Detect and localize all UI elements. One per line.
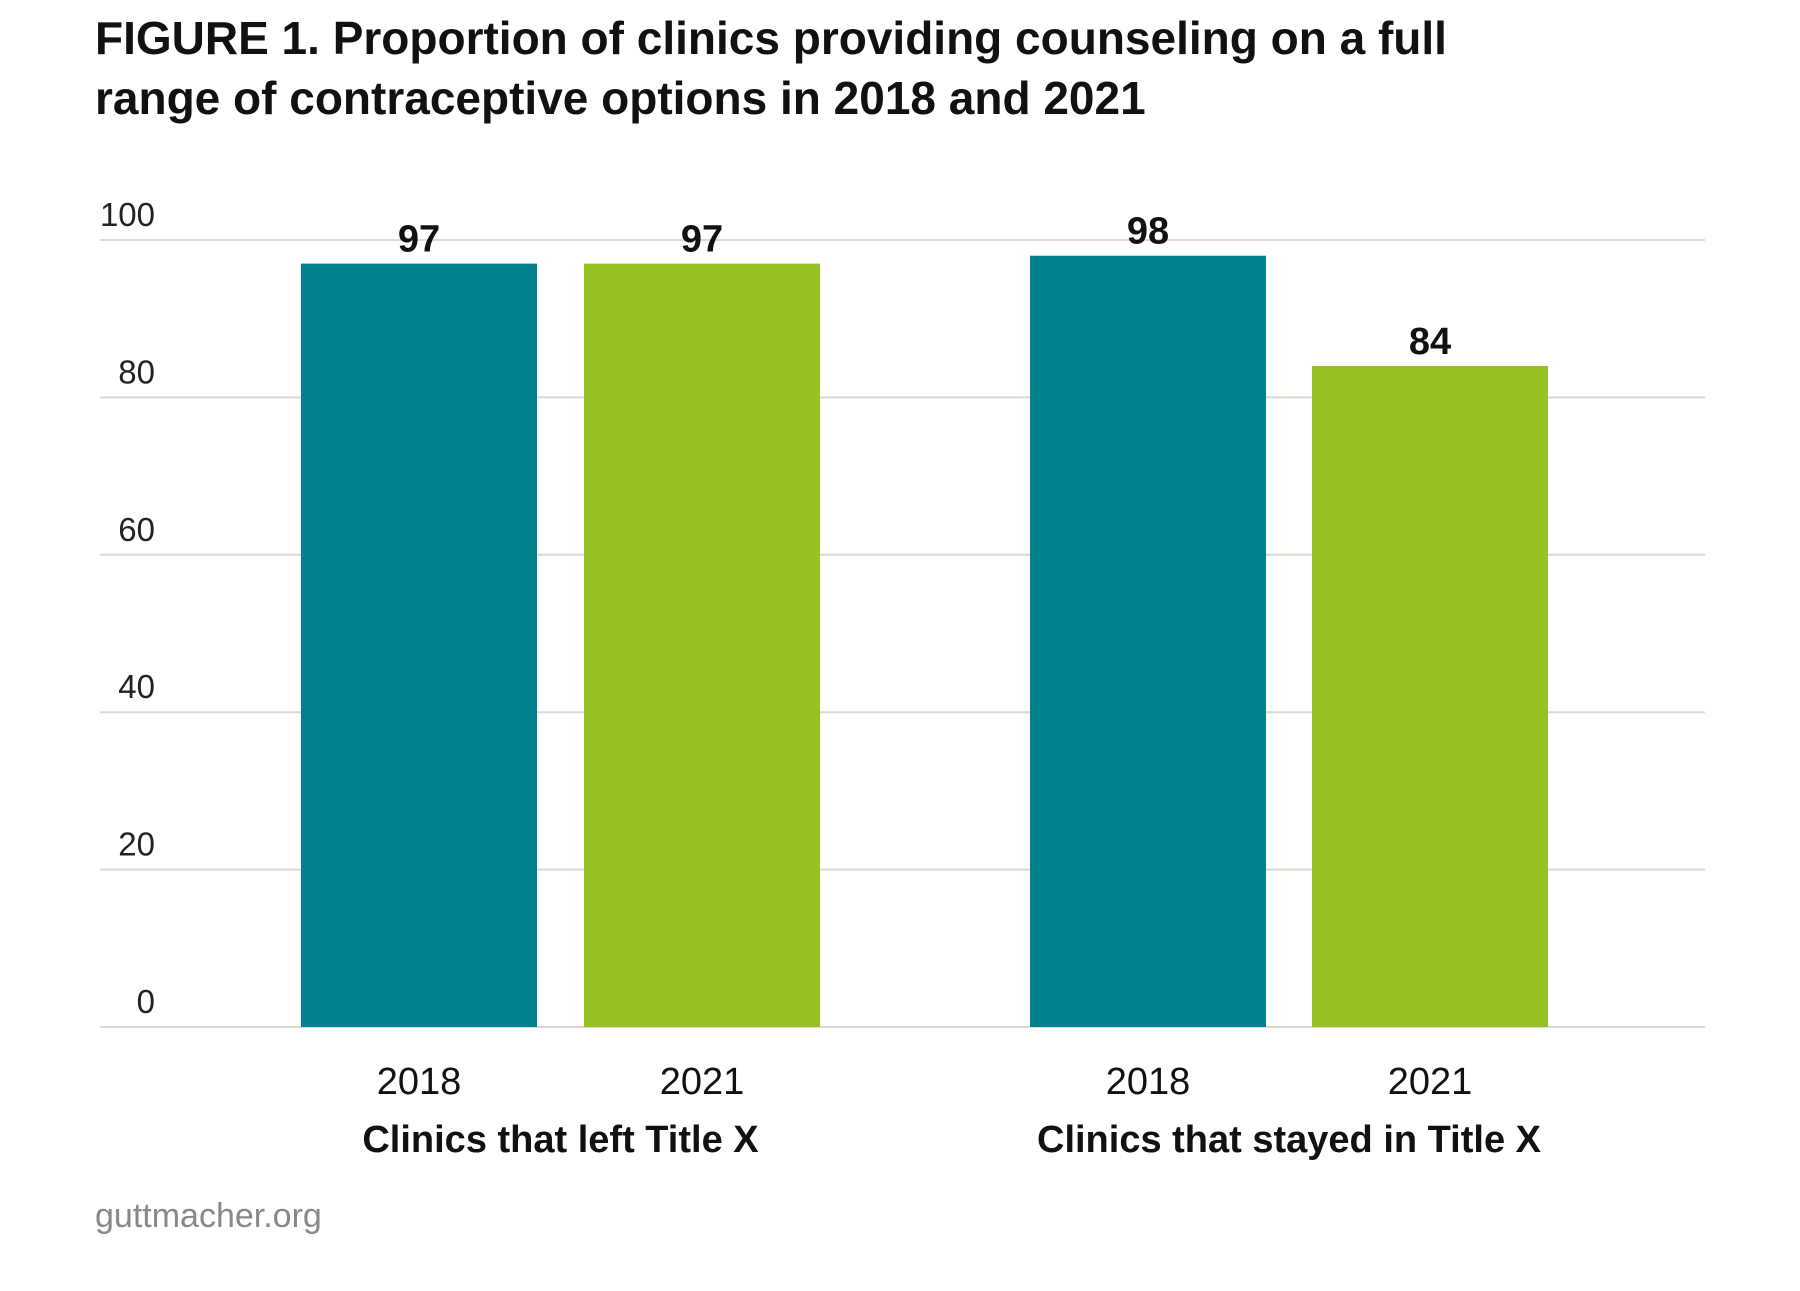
- group-label-stayed: Clinics that stayed in Title X: [1037, 1119, 1542, 1161]
- bar-stayed-2021: [1312, 365, 1548, 1027]
- value-label-left-2021: 97: [681, 219, 723, 261]
- label-layer: 0 20 40 60 80 100 97 2018 98 2018 97 2021 84 2021 Clin…: [100, 196, 1542, 1161]
- chart-title-line-1: FIGURE 1. Proportion of clinics providin…: [95, 12, 1447, 64]
- y-tick-label-100: 100: [100, 196, 155, 233]
- y-tick-label-80: 80: [118, 353, 155, 390]
- bar-layer: [301, 255, 1548, 1028]
- chart-title-line-2: range of contraceptive options in 2018 a…: [95, 72, 1146, 124]
- bar-left-2018: [301, 263, 537, 1027]
- x-tick-label-stayed-2018: 2018: [1106, 1061, 1191, 1103]
- y-tick-label-0: 0: [137, 983, 155, 1020]
- x-tick-label-left-2021: 2021: [660, 1061, 745, 1103]
- value-label-stayed-2018: 98: [1127, 211, 1169, 253]
- y-tick-label-40: 40: [118, 668, 155, 705]
- group-label-left: Clinics that left Title X: [362, 1119, 759, 1161]
- value-label-stayed-2021: 84: [1409, 321, 1451, 363]
- y-tick-label-20: 20: [118, 826, 155, 863]
- chart-title: FIGURE 1. Proportion of clinics providin…: [95, 8, 1695, 128]
- value-label-left-2018: 97: [398, 219, 440, 261]
- bar-left-2021: [584, 263, 820, 1027]
- source-credit: guttmacher.org: [95, 1197, 322, 1235]
- y-tick-label-60: 60: [118, 511, 155, 548]
- bar-stayed-2018: [1030, 255, 1266, 1028]
- x-tick-label-stayed-2021: 2021: [1388, 1061, 1473, 1103]
- x-tick-label-left-2018: 2018: [377, 1061, 462, 1103]
